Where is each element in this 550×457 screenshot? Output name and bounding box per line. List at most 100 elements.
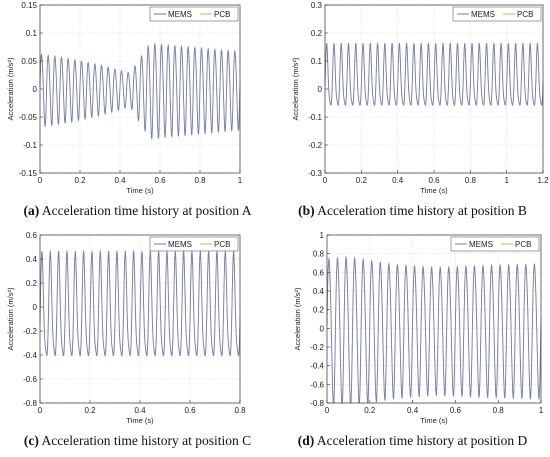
x-tick-label: 1.2 — [537, 176, 549, 185]
caption-b-letter: (b) — [298, 203, 315, 218]
y-tick-label: 0.4 — [26, 255, 38, 264]
y-tick-label: 0.6 — [26, 231, 38, 240]
chart-b: 0 0.2 0.4 0.6 0.8 1 1.2 -0.3 -0.2 -0.1 0 0.1 0.2 0.3 T… — [291, 1, 549, 195]
legend: MEMS PCB — [450, 236, 540, 252]
y-tick-label: -0.2 — [310, 343, 324, 352]
x-tick-label: 0 — [323, 176, 328, 185]
x-tick-label: 0.2 — [74, 176, 86, 185]
x-tick-label: 0 — [38, 176, 43, 185]
legend-label-pcb: PCB — [515, 240, 531, 249]
legend-label-pcb: PCB — [214, 10, 230, 19]
legend-label-pcb: PCB — [517, 10, 533, 19]
panel-b: 0 0.2 0.4 0.6 0.8 1 1.2 -0.3 -0.2 -0.1 0 0.1 0.2 0.3 T… — [275, 0, 550, 228]
y-tick-label: 0 — [33, 303, 38, 312]
y-tick-label: 0 — [318, 85, 323, 94]
y-tick-label: -0.15 — [19, 169, 38, 178]
series-line-mems — [39, 42, 241, 140]
y-tick-label: -0.4 — [23, 351, 37, 360]
y-tick-label: -0.8 — [23, 399, 37, 408]
caption-b-text: Acceleration time history at position B — [317, 203, 527, 218]
legend-label-mems: MEMS — [471, 10, 495, 19]
x-tick-label: 0.8 — [194, 176, 206, 185]
x-tick-label: 0.8 — [493, 406, 505, 415]
x-tick-label: 0.4 — [114, 176, 126, 185]
y-tick-label: 0.1 — [311, 57, 323, 66]
x-tick-label: 0.4 — [392, 176, 404, 185]
caption-d-text: Acceleration time history at position D — [316, 433, 528, 448]
y-tick-label: 0.3 — [311, 1, 323, 10]
axes-frame — [326, 234, 542, 404]
y-tick-label: 0 — [33, 85, 38, 94]
y-tick-label: 0.05 — [21, 57, 37, 66]
x-tick-label: 0.8 — [234, 406, 246, 415]
caption-a-text: Acceleration time history at position A — [41, 203, 252, 218]
caption-d: (d) Acceleration time history at positio… — [275, 433, 550, 449]
y-tick-label: -0.6 — [310, 380, 324, 389]
x-tick-label: 0 — [38, 406, 43, 415]
chart-c: 0 0.2 0.4 0.6 0.8 -0.8 -0.6 -0.4 -0.2 0 0.2 0.4 0.6 T… — [6, 231, 246, 425]
x-tick-label: 1 — [238, 176, 243, 185]
legend-box — [149, 6, 239, 22]
series-line-mems — [324, 42, 544, 106]
caption-a-letter: (a) — [23, 203, 40, 218]
y-tick-label: -0.05 — [19, 113, 38, 122]
panel-c: 0 0.2 0.4 0.6 0.8 -0.8 -0.6 -0.4 -0.2 0 0.2 0.4 0.6 T… — [0, 229, 275, 457]
y-tick-label: 0.4 — [313, 287, 325, 296]
y-tick-label: 0.15 — [21, 1, 37, 10]
caption-b: (b) Acceleration time history at positio… — [275, 203, 550, 219]
y-tick-label: 0.2 — [311, 29, 323, 38]
y-axis-label: Acceleration (m/s²) — [293, 287, 302, 350]
caption-d-letter: (d) — [297, 433, 315, 448]
caption-c-letter: (c) — [23, 433, 39, 448]
x-axis-label: Time (s) — [126, 186, 154, 195]
series-line-mems — [326, 255, 542, 404]
y-tick-label: 0.8 — [313, 250, 325, 259]
y-tick-label: -0.1 — [308, 113, 322, 122]
legend-label-mems: MEMS — [168, 10, 192, 19]
x-tick-label: 0.6 — [184, 406, 196, 415]
y-tick-label: -0.8 — [310, 399, 324, 408]
x-tick-label: 0 — [325, 406, 330, 415]
legend-label-mems: MEMS — [168, 240, 192, 249]
x-tick-label: 0.4 — [134, 406, 146, 415]
y-tick-label: 0.1 — [26, 29, 38, 38]
panel-d: 0 0.2 0.4 0.6 0.8 1 -0.8 -0.6 -0.4 -0.2 0 0.2 0.4 0.6… — [275, 229, 550, 457]
caption-a: (a) Acceleration time history at positio… — [0, 203, 275, 219]
legend: MEMS PCB — [149, 236, 239, 252]
y-tick-label: -0.4 — [310, 362, 324, 371]
x-tick-label: 0.6 — [450, 406, 462, 415]
x-tick-label: 1 — [504, 176, 509, 185]
series-line-mems — [39, 249, 241, 357]
x-axis-label: Time (s) — [126, 416, 154, 425]
legend-box — [452, 6, 542, 22]
y-tick-label: 0.6 — [313, 268, 325, 277]
x-tick-label: 0.8 — [465, 176, 477, 185]
y-tick-label: 0.2 — [26, 279, 38, 288]
caption-c: (c) Acceleration time history at positio… — [0, 433, 275, 449]
x-tick-label: 0.6 — [428, 176, 440, 185]
x-tick-label: 0.6 — [154, 176, 166, 185]
legend: MEMS PCB — [452, 6, 542, 22]
legend-label-pcb: PCB — [214, 240, 230, 249]
y-tick-label: -0.3 — [308, 169, 322, 178]
y-tick-label: -0.1 — [23, 141, 37, 150]
x-axis-label: Time (s) — [420, 186, 448, 195]
chart-a: 0 0.2 0.4 0.6 0.8 1 -0.15 -0.1 -0.05 0 0.05 0.1 0.15… — [6, 1, 243, 195]
x-tick-label: 0.2 — [364, 406, 376, 415]
y-tick-label: -0.2 — [23, 327, 37, 336]
panel-a: 0 0.2 0.4 0.6 0.8 1 -0.15 -0.1 -0.05 0 0.05 0.1 0.15… — [0, 0, 275, 228]
y-tick-label: -0.6 — [23, 375, 37, 384]
y-axis-label: Acceleration (m/s²) — [6, 57, 15, 120]
x-tick-label: 0.2 — [84, 406, 96, 415]
y-tick-label: 0 — [320, 324, 325, 333]
caption-c-text: Acceleration time history at position C — [41, 433, 252, 448]
y-axis-label: Acceleration (m/s²) — [291, 57, 300, 120]
y-tick-label: -0.2 — [308, 141, 322, 150]
legend-box — [149, 236, 239, 252]
y-tick-label: 0.2 — [313, 306, 325, 315]
x-tick-label: 1 — [539, 406, 544, 415]
legend-label-mems: MEMS — [469, 240, 493, 249]
y-axis-label: Acceleration (m/s²) — [6, 287, 15, 350]
y-tick-label: 1 — [320, 231, 325, 240]
legend-box — [450, 236, 540, 252]
